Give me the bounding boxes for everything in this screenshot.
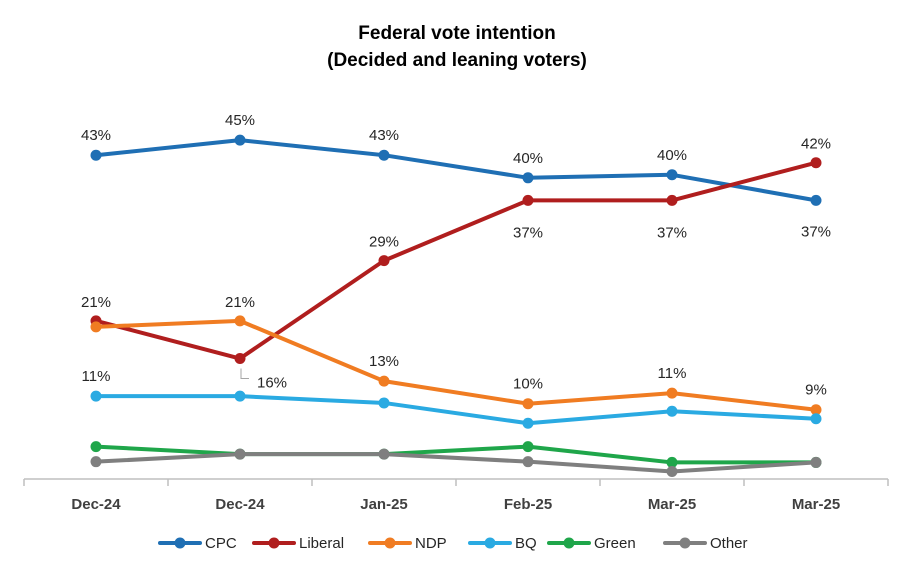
series-line-cpc bbox=[94, 138, 818, 203]
point-bq bbox=[90, 390, 102, 402]
leader-line bbox=[240, 368, 249, 380]
point-ndp bbox=[810, 404, 822, 416]
data-label-cpc: 43% bbox=[369, 127, 399, 144]
point-cpc bbox=[810, 194, 822, 206]
x-axis: Dec-24 Dec-24 Jan-25 Feb-25 Mar-25 Mar-25 bbox=[23, 478, 889, 513]
point-other bbox=[90, 456, 102, 468]
point-liberal bbox=[666, 194, 678, 206]
point-green bbox=[522, 441, 534, 453]
data-label-liberal: 21% bbox=[81, 294, 111, 311]
point-bq bbox=[666, 405, 678, 417]
point-bq bbox=[522, 417, 534, 429]
data-label-liberal: 16% bbox=[257, 375, 287, 392]
point-other bbox=[666, 465, 678, 477]
point-green bbox=[666, 456, 678, 468]
data-label-cpc: 40% bbox=[513, 150, 543, 167]
legend-label-other: Other bbox=[710, 535, 748, 552]
legend-marker-cpc bbox=[174, 537, 186, 549]
point-other bbox=[234, 448, 246, 460]
point-other bbox=[522, 456, 534, 468]
point-liberal bbox=[810, 157, 822, 169]
data-label-ndp: 13% bbox=[369, 353, 399, 370]
data-label-cpc: 37% bbox=[801, 223, 831, 240]
legend: CPC Liberal NDP BQ Green Other bbox=[158, 535, 748, 552]
data-labels: 43% 45% 43% 40% 40% 37% 21% 16% 29% 37% 37% 42% 21% 1… bbox=[81, 112, 831, 399]
data-label-liberal: 29% bbox=[369, 234, 399, 251]
x-tick-label: Feb-25 bbox=[504, 496, 552, 513]
point-liberal bbox=[234, 353, 246, 365]
point-ndp bbox=[234, 315, 246, 327]
data-label-cpc: 40% bbox=[657, 147, 687, 164]
legend-label-liberal: Liberal bbox=[299, 535, 344, 552]
legend-label-green: Green bbox=[594, 535, 636, 552]
legend-label-bq: BQ bbox=[515, 535, 537, 552]
data-label-liberal: 37% bbox=[657, 224, 687, 241]
point-bq bbox=[810, 413, 822, 425]
point-cpc bbox=[666, 169, 678, 181]
data-label-liberal: 42% bbox=[801, 136, 831, 153]
point-cpc bbox=[522, 172, 534, 184]
point-cpc bbox=[378, 149, 390, 161]
point-cpc bbox=[90, 149, 102, 161]
legend-label-cpc: CPC bbox=[205, 535, 237, 552]
point-cpc bbox=[234, 134, 246, 146]
point-ndp bbox=[90, 321, 102, 333]
chart-title: Federal vote intention bbox=[358, 23, 555, 44]
data-label-ndp: 21% bbox=[225, 294, 255, 311]
legend-marker-bq bbox=[484, 537, 496, 549]
point-liberal bbox=[378, 255, 390, 267]
chart-subtitle: (Decided and leaning voters) bbox=[327, 50, 587, 71]
point-bq bbox=[234, 390, 246, 402]
series-line-bq bbox=[94, 394, 818, 426]
legend-marker-ndp bbox=[384, 537, 396, 549]
data-label-ndp: 10% bbox=[513, 376, 543, 393]
x-tick-label: Mar-25 bbox=[792, 496, 840, 513]
x-tick-label: Dec-24 bbox=[71, 496, 121, 513]
point-ndp bbox=[378, 375, 390, 387]
legend-marker-green bbox=[563, 537, 575, 549]
series-line-other bbox=[94, 452, 818, 474]
data-label-ndp: 11% bbox=[658, 365, 687, 382]
point-other bbox=[378, 448, 390, 460]
point-bq bbox=[378, 397, 390, 409]
series-line-ndp bbox=[94, 318, 818, 412]
series-line-green bbox=[94, 444, 818, 465]
x-tick-label: Mar-25 bbox=[648, 496, 696, 513]
legend-marker-other bbox=[679, 537, 691, 549]
legend-marker-liberal bbox=[268, 537, 280, 549]
plot-area bbox=[90, 134, 822, 477]
point-liberal bbox=[522, 194, 534, 206]
x-tick-label: Jan-25 bbox=[360, 496, 408, 513]
x-tick-label: Dec-24 bbox=[215, 496, 265, 513]
data-label-cpc: 43% bbox=[81, 127, 111, 144]
point-ndp bbox=[666, 387, 678, 399]
legend-label-ndp: NDP bbox=[415, 535, 447, 552]
point-green bbox=[90, 441, 102, 453]
data-label-cpc: 45% bbox=[225, 112, 255, 129]
data-label-liberal: 37% bbox=[513, 224, 543, 241]
point-ndp bbox=[522, 398, 534, 410]
data-label-bq: 11% bbox=[82, 368, 111, 385]
data-label-ndp: 9% bbox=[805, 382, 827, 399]
point-other bbox=[810, 456, 822, 468]
series-line-liberal bbox=[94, 160, 818, 361]
